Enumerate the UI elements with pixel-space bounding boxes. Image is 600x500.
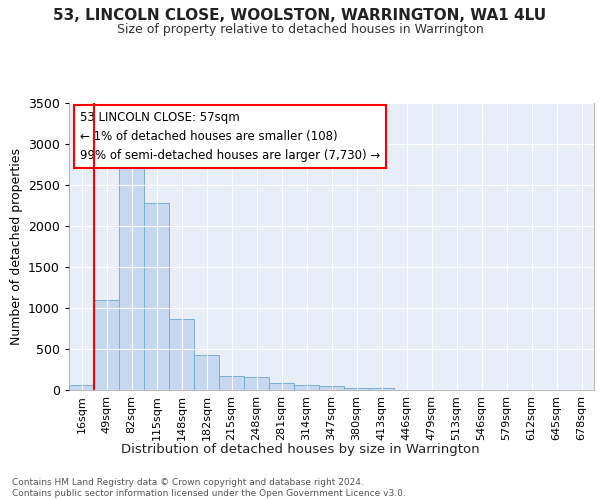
Text: Distribution of detached houses by size in Warrington: Distribution of detached houses by size … xyxy=(121,442,479,456)
Bar xyxy=(94,300,119,390)
Text: Contains HM Land Registry data © Crown copyright and database right 2024.
Contai: Contains HM Land Registry data © Crown c… xyxy=(12,478,406,498)
Bar xyxy=(169,318,194,390)
Bar xyxy=(269,382,294,390)
Bar xyxy=(244,377,269,390)
Bar xyxy=(144,202,169,390)
Y-axis label: Number of detached properties: Number of detached properties xyxy=(10,148,23,345)
Text: 53, LINCOLN CLOSE, WOOLSTON, WARRINGTON, WA1 4LU: 53, LINCOLN CLOSE, WOOLSTON, WARRINGTON,… xyxy=(53,8,547,22)
Bar xyxy=(119,166,144,390)
Bar xyxy=(319,386,344,390)
Bar xyxy=(344,388,369,390)
Bar xyxy=(369,388,394,390)
Text: 53 LINCOLN CLOSE: 57sqm
← 1% of detached houses are smaller (108)
99% of semi-de: 53 LINCOLN CLOSE: 57sqm ← 1% of detached… xyxy=(79,111,380,162)
Text: Size of property relative to detached houses in Warrington: Size of property relative to detached ho… xyxy=(116,22,484,36)
Bar xyxy=(69,386,94,390)
Bar xyxy=(194,355,219,390)
Bar xyxy=(219,376,244,390)
Bar xyxy=(294,385,319,390)
